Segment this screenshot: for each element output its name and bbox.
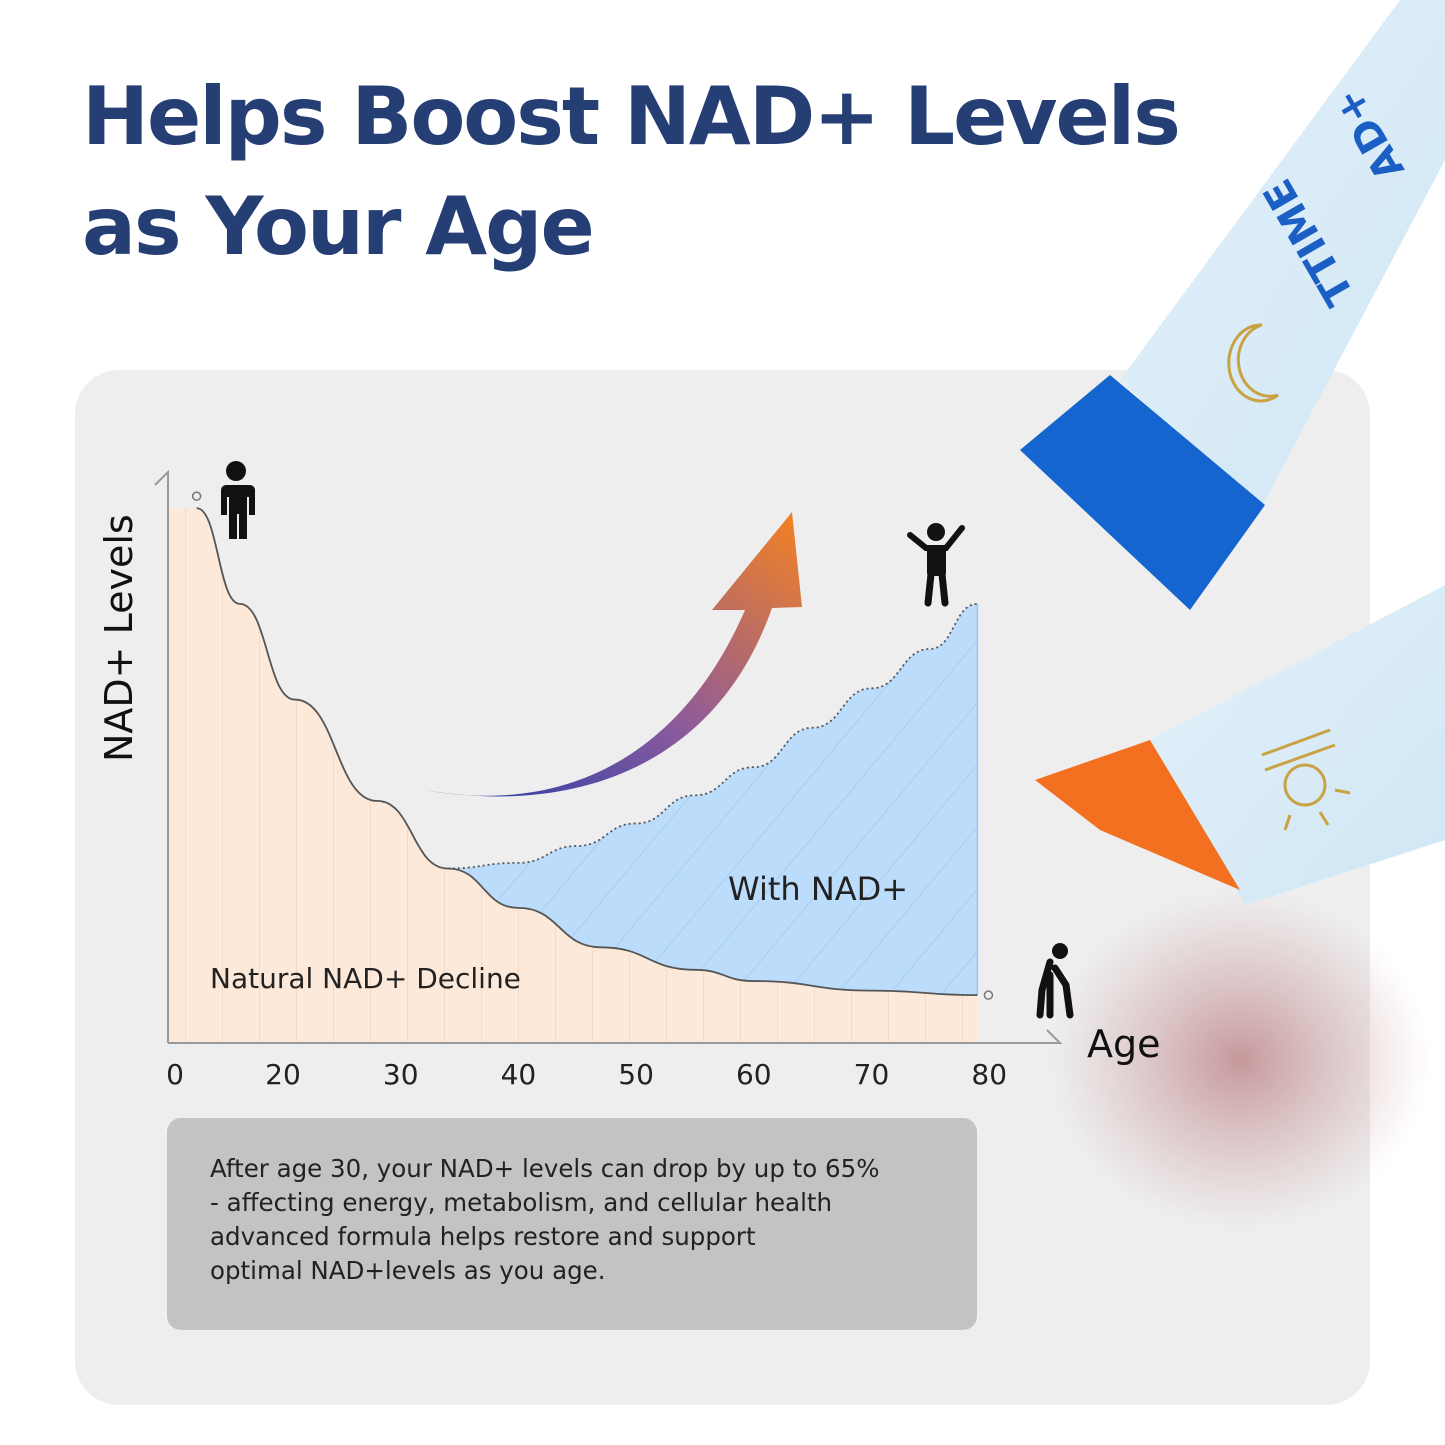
series-label-nad: With NAD+ [728, 870, 908, 908]
x-axis [168, 1029, 1063, 1044]
title-line-1: Helps Boost NAD+ Levels [82, 70, 1181, 163]
child-figure-icon [221, 461, 255, 539]
moon-zzz-icon [1227, 323, 1279, 403]
caption-line: - affecting energy, metabolism, and cell… [210, 1188, 833, 1217]
caption-line: After age 30, your NAD+ levels can drop … [210, 1154, 880, 1183]
x-tick-label: 80 [971, 1058, 1007, 1091]
product-packets: TTIME AD+ [1020, 0, 1445, 1230]
y-axis-label: NAD+ Levels [97, 514, 141, 762]
caption-box: After age 30, your NAD+ levels can drop … [167, 1118, 977, 1330]
page-title: Helps Boost NAD+ Levels as Your Age [82, 62, 1181, 282]
x-tick-label: 60 [736, 1058, 772, 1091]
x-tick-label: 20 [265, 1058, 301, 1091]
title-line-2: as Your Age [82, 180, 595, 273]
series-label-decline: Natural NAD+ Decline [210, 962, 521, 995]
upward-arrow-icon [425, 512, 802, 797]
x-tick-label: 40 [501, 1058, 537, 1091]
adult-figure-icon [907, 523, 965, 607]
packet-top: TTIME AD+ [1020, 0, 1445, 610]
decline-line [196, 507, 978, 997]
caption-line: advanced formula helps restore and suppo… [210, 1222, 756, 1251]
x-tick-label: 0 [166, 1058, 184, 1091]
with-nad-area [447, 603, 978, 996]
x-tick-label: 50 [618, 1058, 654, 1091]
axes [154, 469, 1063, 1044]
decline-area [168, 508, 978, 1043]
sun-icon [1261, 728, 1351, 831]
x-tick-label: 70 [854, 1058, 890, 1091]
end-point-marker [983, 990, 994, 1000]
x-axis-label: Age [1087, 1022, 1161, 1066]
caption-line: optimal NAD+levels as you age. [210, 1256, 606, 1285]
y-axis [154, 469, 169, 1043]
x-tick-label: 30 [383, 1058, 419, 1091]
packet-bottom [1035, 585, 1445, 905]
start-point-marker [191, 491, 202, 501]
elderly-figure-icon [1036, 943, 1074, 1019]
x-tick-labels: 0 20 30 40 50 60 70 80 [166, 1058, 1007, 1091]
plot-area [168, 491, 994, 1043]
powder-spill [1050, 890, 1430, 1230]
